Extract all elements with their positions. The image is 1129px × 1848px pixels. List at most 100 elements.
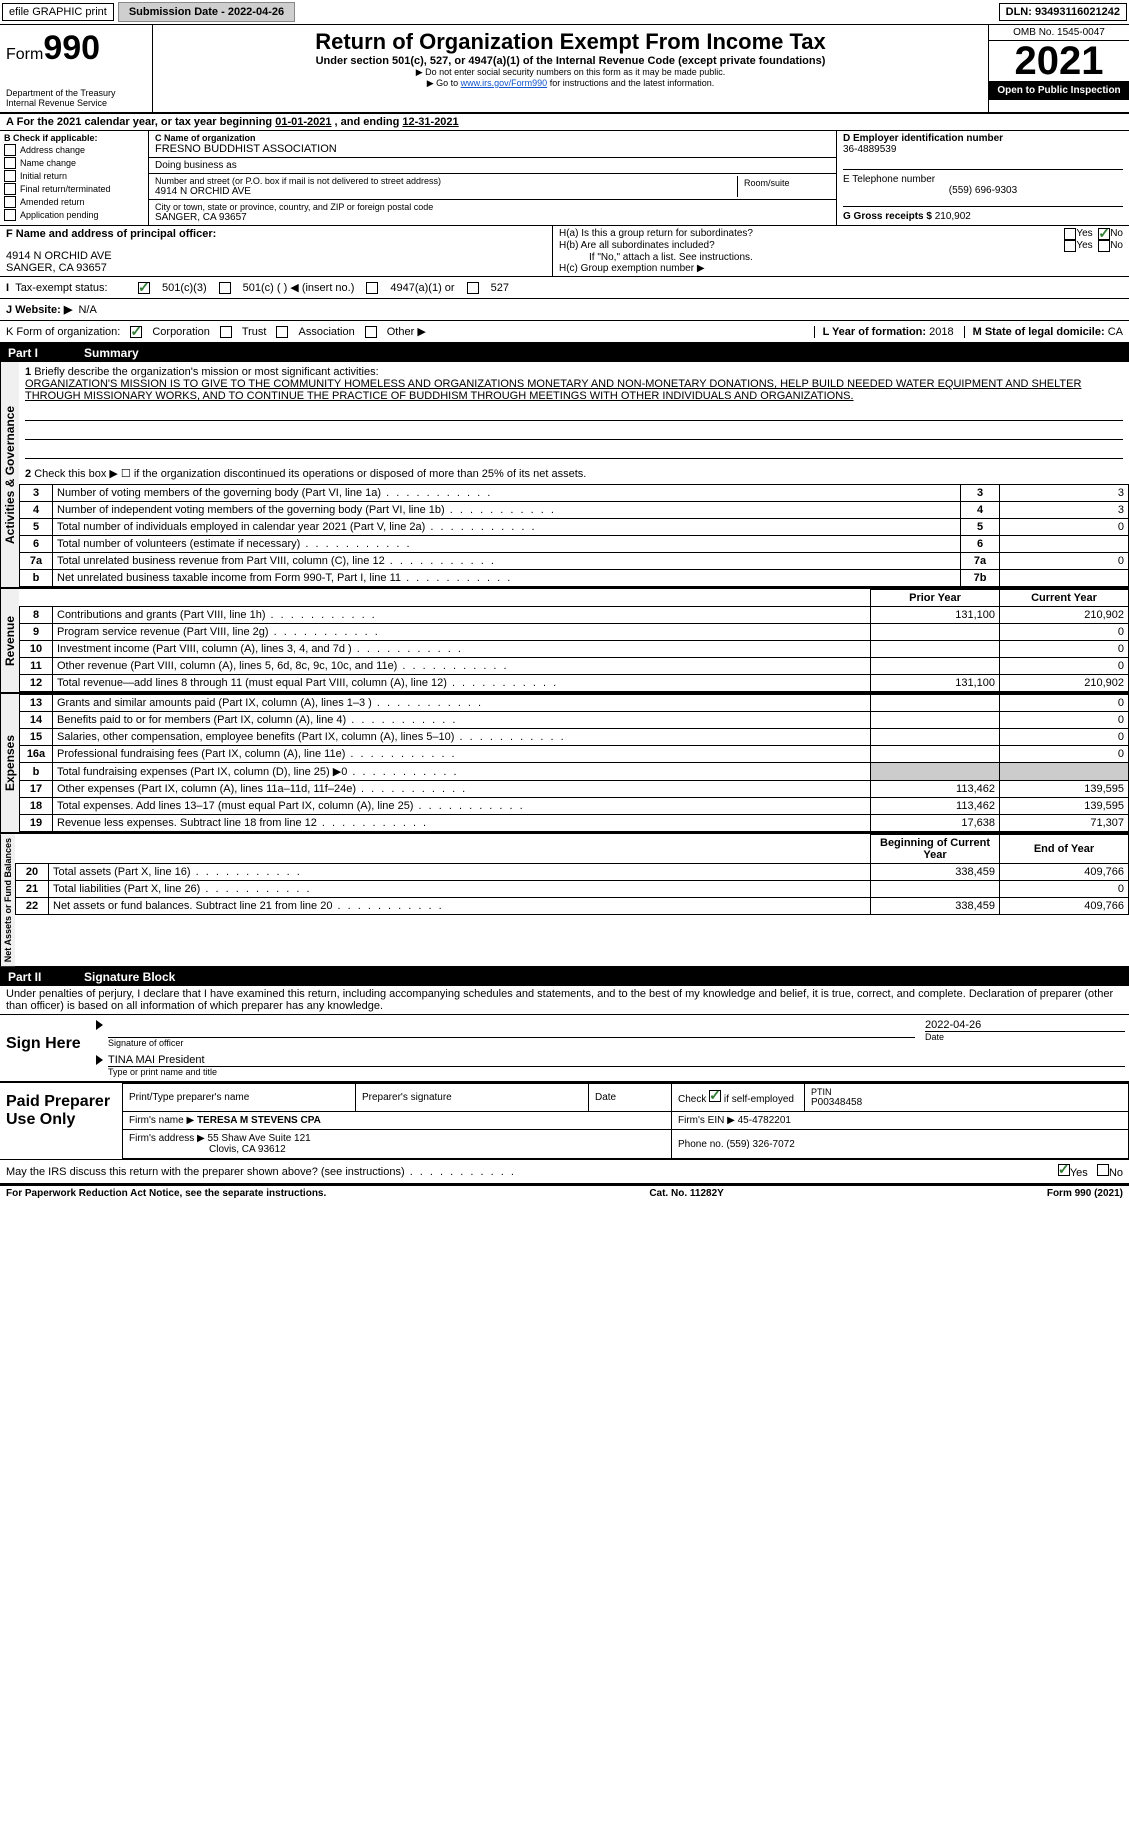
- officer-addr2: SANGER, CA 93657: [6, 262, 546, 274]
- h-b-no[interactable]: [1098, 240, 1110, 252]
- table-row: bNet unrelated business taxable income f…: [20, 570, 1129, 587]
- period-begin: 01-01-2021: [275, 116, 331, 128]
- firm-ein-label: Firm's EIN ▶: [678, 1115, 735, 1126]
- irs-link[interactable]: www.irs.gov/Form990: [461, 78, 548, 88]
- form-990-number: 990: [43, 29, 100, 67]
- check-address-change[interactable]: [4, 144, 16, 156]
- line2-text: Check this box ▶ ☐ if the organization d…: [34, 468, 586, 480]
- h-a-yes[interactable]: [1064, 228, 1076, 240]
- side-governance: Activities & Governance: [0, 362, 19, 587]
- firm-addr1: 55 Shaw Ave Suite 121: [208, 1133, 311, 1144]
- prep-phone-label: Phone no.: [678, 1139, 724, 1150]
- room-label: Room/suite: [737, 176, 830, 197]
- discuss-text: May the IRS discuss this return with the…: [6, 1166, 516, 1178]
- officer-label: F Name and address of principal officer:: [6, 228, 216, 240]
- discuss-no[interactable]: [1097, 1164, 1109, 1176]
- table-row: 15Salaries, other compensation, employee…: [20, 729, 1129, 746]
- check-501c3[interactable]: [138, 282, 150, 294]
- officer-addr1: 4914 N ORCHID AVE: [6, 250, 546, 262]
- side-netassets: Net Assets or Fund Balances: [0, 834, 15, 966]
- check-501c[interactable]: [219, 282, 231, 294]
- table-row: 8Contributions and grants (Part VIII, li…: [20, 607, 1129, 624]
- form-note-link: ▶ Go to www.irs.gov/Form990 for instruct…: [159, 78, 982, 89]
- dln-label: DLN: 93493116021242: [999, 3, 1127, 21]
- page-footer: For Paperwork Reduction Act Notice, see …: [0, 1185, 1129, 1201]
- form-title: Return of Organization Exempt From Incom…: [159, 29, 982, 55]
- table-row: 14Benefits paid to or for members (Part …: [20, 712, 1129, 729]
- form-note-ssn: ▶ Do not enter social security numbers o…: [159, 67, 982, 78]
- website-row: J Website: ▶ N/A: [0, 299, 1129, 321]
- check-app-pending[interactable]: [4, 209, 16, 221]
- prep-date-hdr: Date: [589, 1084, 672, 1112]
- form-header: Form990 Department of the Treasury Inter…: [0, 25, 1129, 114]
- prior-year-hdr: Prior Year: [871, 590, 1000, 607]
- caret-icon: [96, 1020, 103, 1030]
- table-row: bTotal fundraising expenses (Part IX, co…: [20, 763, 1129, 781]
- footer-mid: Cat. No. 11282Y: [649, 1188, 723, 1199]
- mission-text: ORGANIZATION'S MISSION IS TO GIVE TO THE…: [25, 378, 1081, 402]
- paid-table: Print/Type preparer's name Preparer's si…: [122, 1083, 1129, 1159]
- expenses-table: 13Grants and similar amounts paid (Part …: [19, 694, 1129, 832]
- sign-block: Sign Here Signature of officer 2022-04-2…: [0, 1015, 1129, 1083]
- table-row: 6Total number of volunteers (estimate if…: [20, 536, 1129, 553]
- check-final-return[interactable]: [4, 183, 16, 195]
- h-b-yes[interactable]: [1064, 240, 1076, 252]
- section-bcdeg: B Check if applicable: Address change Na…: [0, 131, 1129, 226]
- h-b-note: If "No," attach a list. See instructions…: [559, 252, 1123, 263]
- phone-label: E Telephone number: [843, 174, 1123, 185]
- check-4947[interactable]: [366, 282, 378, 294]
- table-row: 12Total revenue—add lines 8 through 11 (…: [20, 675, 1129, 692]
- ein-value: 36-4889539: [843, 144, 1123, 155]
- website-value: N/A: [78, 304, 96, 316]
- discuss-yes[interactable]: [1058, 1164, 1070, 1176]
- governance-block: Activities & Governance 1 Briefly descri…: [0, 362, 1129, 589]
- sign-date-value: 2022-04-26: [925, 1019, 1125, 1031]
- side-revenue: Revenue: [0, 589, 19, 692]
- k-label: K Form of organization:: [6, 326, 120, 338]
- footer-right: Form 990 (2021): [1047, 1188, 1123, 1199]
- table-row: 13Grants and similar amounts paid (Part …: [20, 695, 1129, 712]
- tax-year: 2021: [989, 41, 1129, 81]
- check-other[interactable]: [365, 326, 377, 338]
- open-public-badge: Open to Public Inspection: [989, 81, 1129, 100]
- check-initial-return[interactable]: [4, 170, 16, 182]
- check-trust[interactable]: [220, 326, 232, 338]
- period-line-a: A For the 2021 calendar year, or tax yea…: [0, 114, 1129, 131]
- table-row: 18Total expenses. Add lines 13–17 (must …: [20, 798, 1129, 815]
- sign-here-label: Sign Here: [0, 1015, 92, 1081]
- mission-label: Briefly describe the organization's miss…: [34, 366, 378, 378]
- check-self-employed[interactable]: [709, 1090, 721, 1102]
- efile-label: efile GRAPHIC print: [2, 3, 114, 21]
- table-row: 7aTotal unrelated business revenue from …: [20, 553, 1129, 570]
- firm-name: TERESA M STEVENS CPA: [197, 1115, 321, 1126]
- check-amended[interactable]: [4, 196, 16, 208]
- h-a-no[interactable]: [1098, 228, 1110, 240]
- form-prefix: Form: [6, 46, 43, 63]
- check-assoc[interactable]: [276, 326, 288, 338]
- section-fh: F Name and address of principal officer:…: [0, 226, 1129, 277]
- penalty-text: Under penalties of perjury, I declare th…: [0, 986, 1129, 1015]
- current-year-hdr: Current Year: [1000, 590, 1129, 607]
- ptin-label: PTIN: [811, 1087, 1122, 1097]
- firm-name-label: Firm's name ▶: [129, 1115, 194, 1126]
- begin-year-hdr: Beginning of Current Year: [871, 835, 1000, 864]
- box-c: C Name of organization FRESNO BUDDHIST A…: [149, 131, 836, 225]
- check-527[interactable]: [467, 282, 479, 294]
- check-name-change[interactable]: [4, 157, 16, 169]
- l-label: L Year of formation:: [823, 326, 927, 338]
- form-subtitle: Under section 501(c), 527, or 4947(a)(1)…: [159, 55, 982, 67]
- h-a-label: H(a) Is this a group return for subordin…: [559, 228, 1064, 240]
- netassets-block: Net Assets or Fund Balances Beginning of…: [0, 834, 1129, 968]
- check-corp[interactable]: [130, 326, 142, 338]
- tax-exempt-row: I Tax-exempt status: 501(c)(3) 501(c) ( …: [0, 277, 1129, 299]
- table-row: 21Total liabilities (Part X, line 26)0: [16, 881, 1129, 898]
- submission-date-button[interactable]: Submission Date - 2022-04-26: [118, 2, 295, 22]
- ptin-value: P00348458: [811, 1097, 1122, 1108]
- l-value: 2018: [929, 326, 953, 338]
- signer-name-label: Type or print name and title: [108, 1067, 1125, 1077]
- prep-phone: (559) 326-7072: [726, 1139, 794, 1150]
- revenue-table: Prior Year Current Year 8Contributions a…: [19, 589, 1129, 692]
- box-deg: D Employer identification number 36-4889…: [836, 131, 1129, 225]
- org-name: FRESNO BUDDHIST ASSOCIATION: [155, 143, 830, 155]
- table-row: 16aProfessional fundraising fees (Part I…: [20, 746, 1129, 763]
